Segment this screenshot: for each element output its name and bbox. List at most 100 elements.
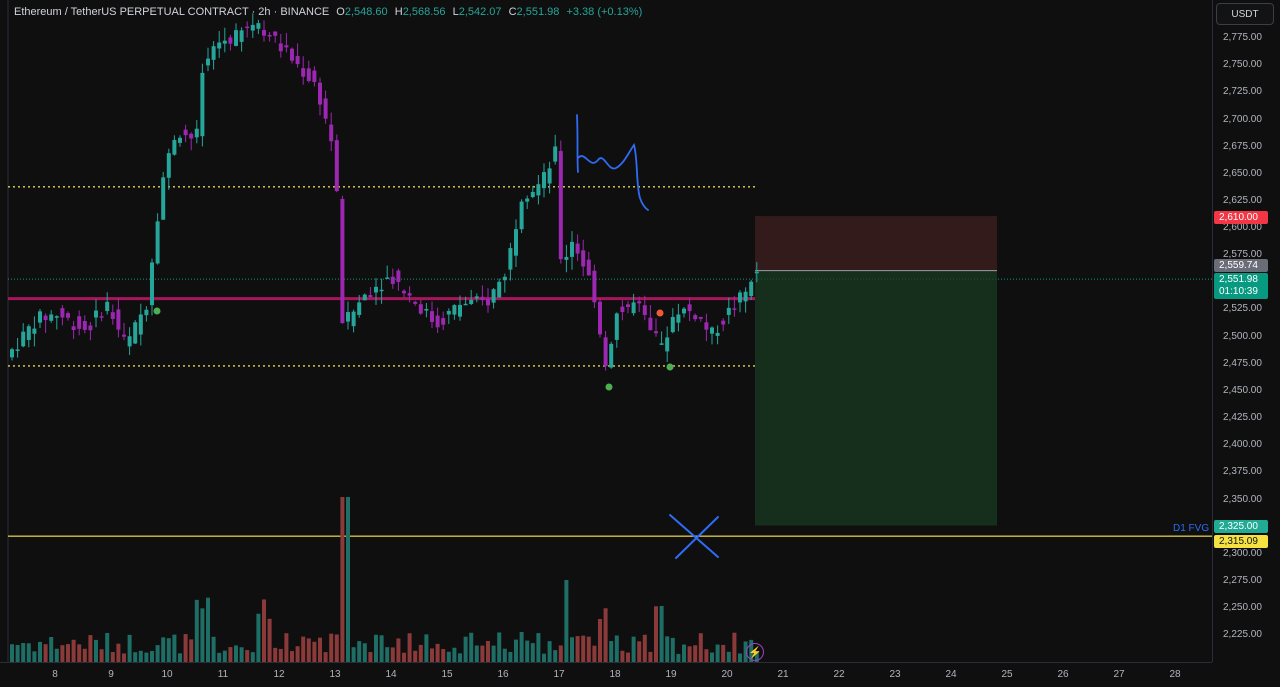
candle-body: [43, 315, 48, 321]
stop-loss-zone: [755, 216, 997, 271]
time-tick: 21: [777, 669, 789, 680]
volume-bar: [323, 652, 328, 662]
chart-svg[interactable]: [0, 0, 1212, 662]
volume-bar: [738, 653, 742, 662]
candle-body: [547, 168, 552, 184]
candle-body: [575, 243, 580, 254]
candle-body: [637, 301, 642, 304]
price-tick: 2,775.00: [1223, 32, 1262, 43]
candle-body: [54, 316, 59, 318]
high-value: 2,568.56: [402, 6, 446, 18]
volume-bar: [452, 647, 457, 662]
volume-bar: [200, 608, 205, 662]
candle-body: [222, 40, 227, 44]
volume-bar: [278, 648, 283, 662]
volume-bar: [262, 599, 266, 662]
volume-bar: [396, 638, 401, 662]
candle-body: [15, 349, 20, 351]
chart-area[interactable]: [0, 0, 1212, 662]
candle-body: [402, 290, 406, 294]
candle-body: [340, 198, 345, 324]
candle-body: [676, 314, 681, 323]
candle-body: [469, 299, 474, 305]
volume-bar: [99, 649, 104, 662]
price-axis[interactable]: 2,775.00 2,750.00 2,725.00 2,700.00 2,67…: [1212, 0, 1280, 662]
candle-body: [508, 248, 513, 270]
candle-body: [738, 292, 742, 303]
volume-bar: [379, 635, 384, 662]
volume-bar: [54, 648, 59, 662]
price-tick: 2,300.00: [1223, 548, 1262, 559]
candle-body: [217, 42, 222, 49]
candle-body: [642, 305, 647, 315]
volume-bar: [626, 652, 630, 662]
lightning-icon[interactable]: ⚡: [746, 643, 764, 661]
volume-bar: [446, 651, 451, 662]
volume-bar: [329, 633, 334, 662]
time-tick: 24: [945, 669, 957, 680]
candle-body: [88, 325, 93, 331]
candle-body: [598, 301, 602, 335]
candle-body: [435, 315, 440, 328]
candle-body: [491, 289, 496, 303]
candle-body: [318, 82, 322, 105]
candle-body: [49, 314, 54, 321]
open-label: O: [336, 6, 345, 18]
bar-countdown: 01:10:39: [1219, 286, 1258, 297]
volume-bar: [26, 643, 31, 662]
volume-bar: [71, 639, 76, 662]
last-price-label: 2,551.98 01:10:39: [1214, 273, 1268, 299]
volume-bar: [312, 641, 317, 662]
volume-bar: [715, 644, 720, 662]
candle-body: [228, 37, 233, 44]
time-axis[interactable]: 8 9 10 11 12 13 14 15 16 17 18 19 20 21 …: [0, 662, 1212, 687]
candle-body: [379, 289, 384, 292]
volume-bar: [525, 640, 530, 662]
take-profit-zone: [755, 270, 997, 526]
volume-bar: [424, 634, 429, 662]
volume-bar: [172, 634, 177, 662]
volume-bar: [687, 646, 692, 662]
candle-body: [26, 326, 31, 340]
volume-bar: [519, 632, 524, 662]
candle-body: [682, 308, 686, 314]
volume-bar: [32, 651, 37, 662]
candle-body: [234, 30, 238, 46]
candle-body: [312, 70, 317, 83]
candle-body: [609, 343, 614, 368]
volume-bar: [480, 645, 485, 662]
time-tick: 13: [329, 669, 341, 680]
candle-body: [32, 328, 37, 334]
price-tick: 2,700.00: [1223, 114, 1262, 125]
volume-bar: [710, 652, 714, 662]
time-tick: 20: [721, 669, 733, 680]
candle-body: [239, 30, 244, 42]
time-tick: 14: [385, 669, 397, 680]
volume-bar: [318, 637, 322, 662]
volume-bar: [698, 633, 703, 662]
candle-body: [514, 229, 518, 256]
candle-body: [413, 301, 418, 304]
candle-body: [626, 304, 630, 308]
entry-price-label: 2,559.74: [1214, 259, 1268, 272]
volume-bar: [228, 647, 233, 662]
low-value: 2,542.07: [458, 6, 502, 18]
candle-body: [189, 133, 194, 139]
volume-bar: [547, 641, 552, 662]
volume-bar: [21, 643, 26, 662]
candle-body: [530, 191, 535, 198]
candle-body: [385, 277, 390, 279]
price-tick: 2,475.00: [1223, 358, 1262, 369]
volume-bar: [374, 634, 378, 662]
open-value: 2,548.60: [344, 6, 388, 18]
volume-bar: [435, 643, 440, 662]
candle-body: [687, 304, 692, 312]
volume-bar: [743, 641, 748, 662]
change-value: +3.38 (+0.13%): [566, 6, 643, 18]
price-tick: 2,425.00: [1223, 412, 1262, 423]
volume-bar: [530, 643, 535, 662]
candle-body: [256, 23, 261, 29]
currency-button[interactable]: USDT: [1216, 3, 1274, 25]
volume-bar: [558, 645, 563, 662]
volume-bar: [334, 634, 339, 662]
